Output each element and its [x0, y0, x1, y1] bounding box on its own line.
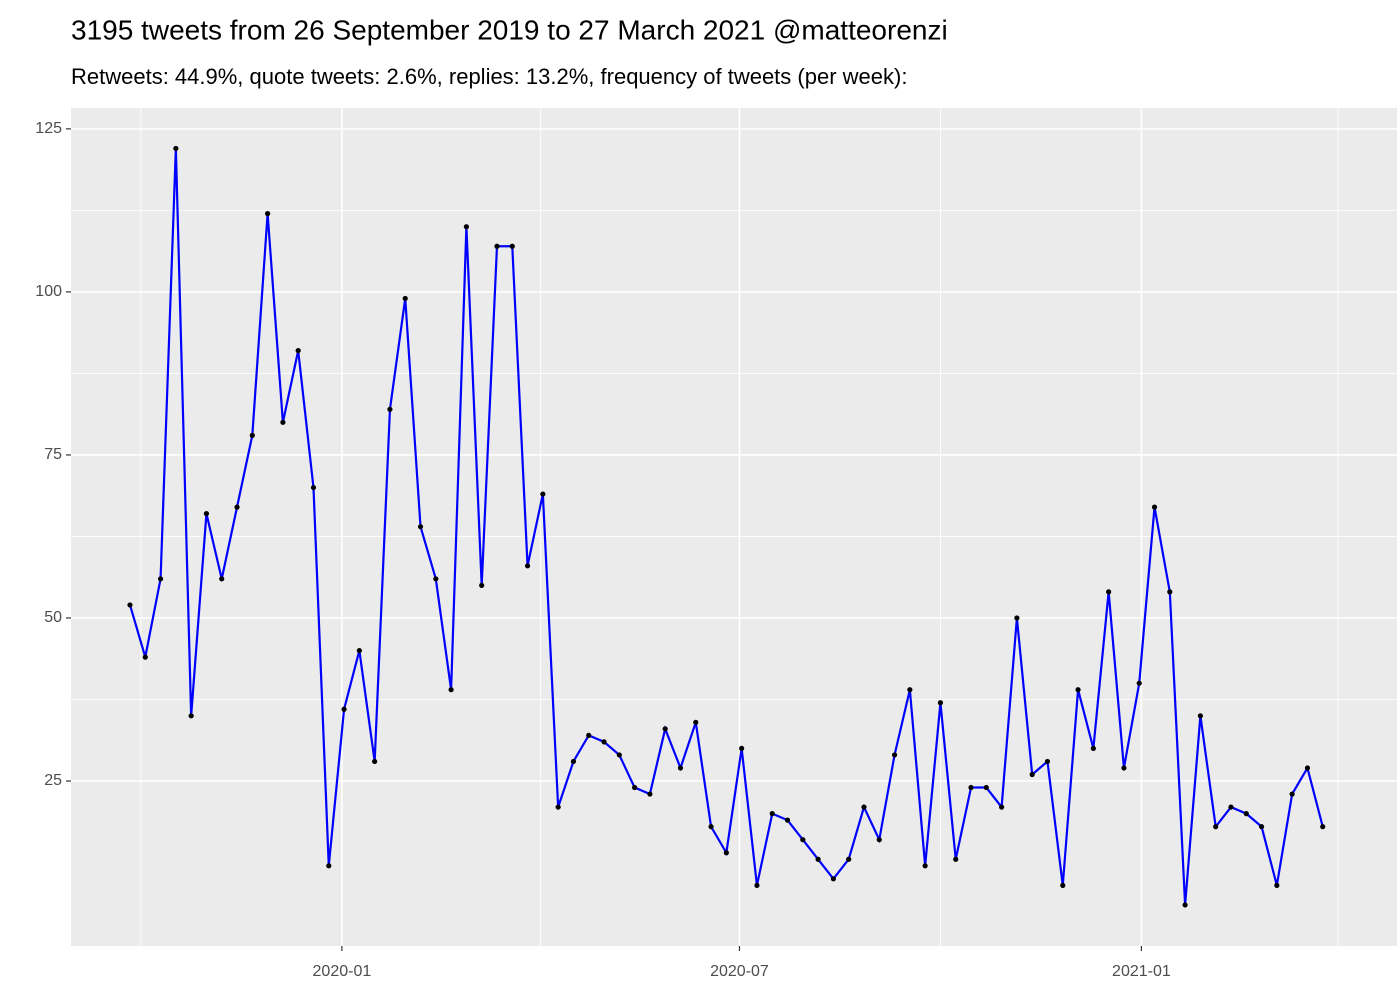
data-point — [1289, 791, 1295, 797]
data-point — [555, 804, 561, 810]
data-point — [968, 784, 974, 791]
data-point — [494, 243, 500, 249]
data-point — [708, 824, 714, 830]
data-point — [784, 817, 791, 823]
chart-title: 3195 tweets from 26 September 2019 to 27… — [71, 14, 948, 45]
data-point — [1304, 765, 1311, 771]
data-point — [1182, 902, 1188, 908]
data-point — [417, 524, 424, 530]
data-point — [463, 224, 469, 230]
data-point — [693, 719, 699, 725]
data-point — [891, 752, 898, 758]
data-point — [876, 837, 882, 843]
data-point — [830, 876, 836, 882]
y-tick-label: 25 — [44, 772, 62, 789]
data-point — [570, 758, 577, 765]
data-point — [203, 511, 210, 517]
data-point — [509, 243, 515, 249]
data-point — [647, 791, 653, 797]
data-point — [953, 856, 959, 862]
data-point — [356, 647, 362, 654]
data-point — [157, 576, 164, 582]
data-point — [754, 882, 760, 888]
data-point — [800, 837, 806, 843]
data-point — [372, 758, 378, 765]
data-point — [295, 347, 301, 354]
chart-subtitle: Retweets: 44.9%, quote tweets: 2.6%, rep… — [71, 64, 907, 89]
data-point — [907, 687, 913, 693]
data-point — [1320, 824, 1326, 830]
x-tick-label: 2020-07 — [710, 963, 769, 980]
data-point — [1274, 882, 1280, 888]
y-tick-label: 50 — [44, 609, 62, 626]
data-point — [861, 804, 867, 810]
data-point — [999, 804, 1005, 810]
y-tick-label: 100 — [35, 283, 62, 300]
data-point — [1228, 804, 1234, 810]
data-point — [922, 863, 928, 869]
data-point — [433, 576, 439, 582]
data-point — [524, 563, 531, 569]
data-point — [326, 863, 332, 869]
data-point — [662, 726, 668, 732]
data-point — [616, 752, 622, 758]
data-point — [173, 145, 179, 152]
x-tick-label: 2021-01 — [1112, 963, 1171, 980]
y-tick-label: 75 — [44, 446, 62, 463]
data-point — [1075, 687, 1081, 693]
data-point — [769, 811, 775, 817]
data-point — [402, 295, 408, 302]
data-point — [1044, 758, 1051, 765]
data-point — [479, 582, 485, 588]
data-point — [1151, 504, 1158, 510]
data-point — [341, 706, 347, 712]
data-point — [1136, 680, 1142, 686]
data-point — [448, 687, 454, 693]
data-point — [280, 419, 286, 425]
data-point — [1106, 589, 1112, 595]
data-point — [310, 484, 317, 491]
data-point — [937, 700, 944, 706]
data-point — [249, 432, 255, 438]
data-point — [265, 211, 271, 217]
data-point — [1029, 771, 1035, 778]
data-point — [1121, 765, 1127, 771]
data-point — [1243, 811, 1249, 817]
data-point — [601, 739, 607, 745]
data-point — [127, 602, 133, 608]
data-point — [632, 784, 638, 791]
data-point — [219, 576, 225, 582]
data-point — [540, 491, 546, 497]
data-point — [983, 784, 989, 791]
data-point — [723, 850, 729, 856]
data-point — [142, 654, 148, 660]
data-point — [586, 732, 592, 738]
data-point — [234, 504, 240, 510]
data-point — [387, 406, 393, 412]
data-point — [1213, 824, 1219, 830]
data-point — [677, 765, 684, 771]
data-point — [815, 856, 821, 862]
data-point — [846, 856, 852, 862]
data-point — [188, 713, 194, 719]
data-point — [1060, 882, 1066, 888]
data-point — [1014, 615, 1020, 621]
data-point — [1090, 745, 1096, 752]
data-point — [1197, 713, 1203, 719]
y-tick-label: 125 — [35, 120, 62, 137]
data-point — [739, 745, 745, 752]
data-point — [1167, 589, 1173, 595]
x-tick-label: 2020-01 — [313, 963, 372, 980]
data-point — [1258, 824, 1265, 830]
